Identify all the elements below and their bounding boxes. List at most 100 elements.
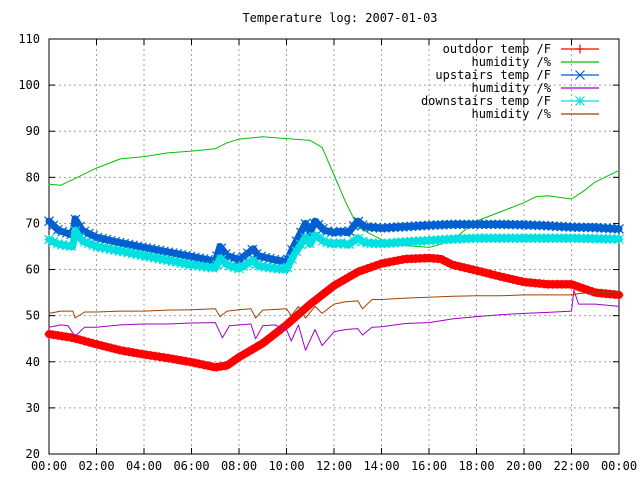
data-point <box>115 345 125 355</box>
data-point <box>88 338 98 348</box>
data-point <box>379 222 390 233</box>
y-tick-label: 40 <box>26 355 40 369</box>
data-point <box>397 254 407 264</box>
data-point <box>273 255 284 266</box>
data-point <box>168 354 178 364</box>
data-point <box>455 219 465 230</box>
y-tick-label: 90 <box>26 124 40 138</box>
data-point <box>79 336 89 346</box>
x-tick-label: 08:00 <box>221 459 257 473</box>
y-tick-label: 60 <box>26 263 40 277</box>
data-point <box>344 226 355 237</box>
data-point <box>66 333 76 343</box>
data-point <box>380 258 390 268</box>
data-point <box>441 219 452 230</box>
data-point <box>335 226 346 237</box>
data-point <box>137 349 147 359</box>
data-point <box>463 219 474 230</box>
data-point <box>283 319 293 329</box>
data-point <box>561 221 571 232</box>
data-point <box>150 351 160 361</box>
data-point <box>473 266 483 276</box>
data-point <box>304 238 315 249</box>
data-point <box>517 276 527 286</box>
x-tick-label: 12:00 <box>316 459 352 473</box>
data-point <box>556 221 567 232</box>
data-point <box>326 227 337 238</box>
data-point <box>450 219 461 230</box>
legend-marker <box>575 44 585 54</box>
data-point <box>468 265 478 275</box>
x-tick-label: 04:00 <box>126 459 162 473</box>
data-point <box>477 267 487 277</box>
data-point <box>70 226 81 236</box>
series-4 <box>44 226 624 275</box>
data-point <box>362 264 372 274</box>
x-tick-label: 10:00 <box>268 459 304 473</box>
data-point <box>574 282 584 292</box>
legend-label: humidity /% <box>472 81 552 95</box>
data-point <box>578 222 589 233</box>
y-tick-label: 30 <box>26 401 40 415</box>
legend-label: outdoor temp /F <box>443 42 551 56</box>
data-point <box>367 262 377 272</box>
x-tick-label: 22:00 <box>553 459 589 473</box>
data-point <box>159 352 169 362</box>
data-point <box>614 234 624 245</box>
x-tick-label: 14:00 <box>363 459 399 473</box>
data-point <box>300 232 311 243</box>
data-point <box>181 356 191 366</box>
series-0 <box>44 253 624 372</box>
data-point <box>565 222 576 232</box>
series-1 <box>48 136 620 248</box>
data-point <box>490 270 500 280</box>
x-tick-label: 16:00 <box>411 459 447 473</box>
data-point <box>574 222 585 233</box>
data-point <box>579 284 589 294</box>
data-point <box>477 219 487 230</box>
data-point <box>591 222 602 233</box>
series-3 <box>48 289 620 351</box>
data-point <box>384 222 395 233</box>
data-point <box>410 221 421 231</box>
x-tick-label: 06:00 <box>173 459 209 473</box>
data-point <box>53 330 63 340</box>
data-point <box>596 223 607 233</box>
data-point <box>512 275 522 285</box>
legend-label: humidity /% <box>472 55 552 69</box>
data-point <box>384 257 394 267</box>
data-point <box>221 361 231 371</box>
grid <box>49 39 619 454</box>
data-point <box>48 330 58 340</box>
data-point <box>132 348 142 358</box>
data-point <box>353 216 364 227</box>
series-line <box>48 136 620 248</box>
data-point <box>172 355 182 365</box>
data-point <box>216 361 226 371</box>
data-point <box>282 262 293 273</box>
data-point <box>124 347 134 357</box>
data-point <box>442 257 452 267</box>
data-point <box>212 362 222 372</box>
data-point <box>494 219 505 230</box>
series-5 <box>48 292 620 319</box>
data-point <box>614 224 624 234</box>
data-point <box>508 219 518 230</box>
data-point <box>433 254 443 264</box>
x-tick-label: 00:00 <box>31 459 67 473</box>
data-point <box>521 219 532 230</box>
data-point <box>199 360 209 370</box>
data-point <box>499 272 509 282</box>
x-tick-label: 20:00 <box>506 459 542 473</box>
data-point <box>251 248 262 259</box>
data-point <box>106 343 116 353</box>
data-point <box>570 280 580 290</box>
data-point <box>128 347 138 357</box>
data-point <box>605 223 616 234</box>
data-point <box>291 311 301 321</box>
data-point <box>481 219 492 230</box>
data-point <box>397 221 408 232</box>
y-tick-label: 100 <box>18 78 40 92</box>
